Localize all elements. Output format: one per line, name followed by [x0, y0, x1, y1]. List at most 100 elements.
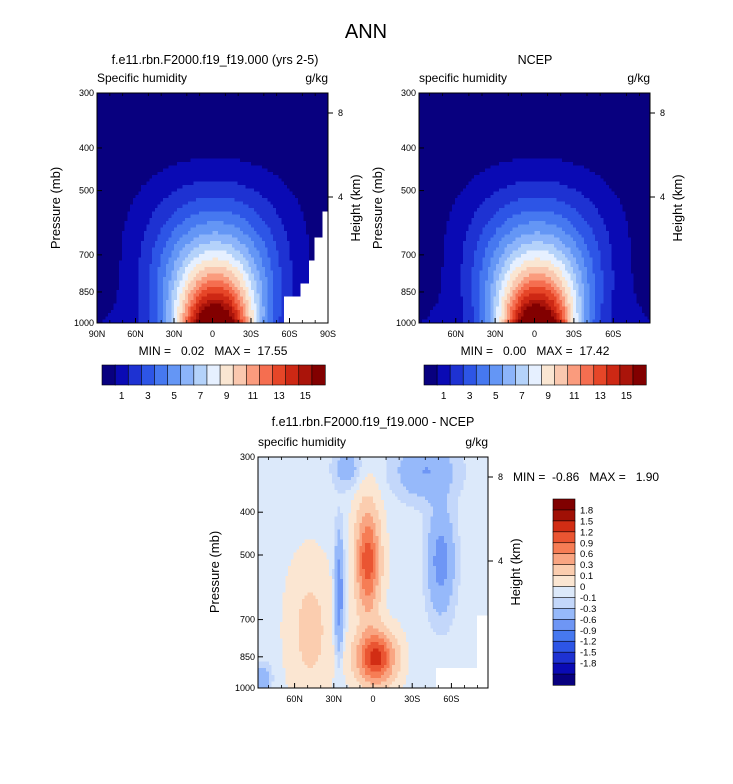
contour-cell	[259, 96, 263, 101]
contour-cell	[215, 132, 219, 137]
contour-cell	[176, 112, 181, 117]
contour-cell	[141, 132, 145, 137]
contour-cell	[251, 96, 255, 101]
contour-cell	[201, 122, 205, 127]
contour-cell	[182, 122, 186, 127]
contour-cell	[256, 116, 260, 120]
contour-cell	[135, 129, 139, 134]
contour-cell	[275, 102, 280, 107]
contour-cell	[319, 129, 324, 134]
contour-cell	[226, 135, 230, 140]
contour-cell	[97, 116, 101, 120]
contour-cell	[262, 145, 266, 150]
contour-cell	[242, 142, 247, 147]
contour-cell	[165, 112, 170, 117]
contour-cell	[319, 96, 324, 101]
contour-cell	[242, 116, 247, 120]
contour-cell	[154, 122, 159, 127]
contour-cell	[198, 142, 203, 147]
contour-cell	[212, 116, 216, 120]
contour-cell	[234, 116, 238, 120]
contour-cell	[317, 99, 321, 104]
contour-cell	[297, 142, 302, 147]
contour-cell	[196, 116, 200, 120]
contour-cell	[149, 125, 153, 130]
contour-cell	[292, 129, 296, 134]
contour-cell	[240, 109, 244, 114]
contour-cell	[295, 99, 299, 104]
contour-cell	[176, 125, 181, 130]
contour-cell	[240, 122, 244, 127]
contour-cell	[303, 112, 307, 117]
contour-cell	[215, 122, 219, 127]
contour-cell	[231, 96, 236, 101]
contour-cell	[325, 129, 329, 134]
contour-cell	[190, 116, 194, 120]
contour-cell	[176, 129, 181, 134]
contour-cell	[215, 106, 219, 111]
contour-cell	[171, 112, 175, 117]
contour-cell	[163, 93, 167, 97]
contour-cell	[160, 132, 164, 137]
contour-cell	[198, 135, 203, 140]
contour-cell	[116, 129, 120, 134]
contour-cell	[284, 109, 288, 114]
contour-cell	[306, 129, 310, 134]
contour-cell	[270, 109, 274, 114]
contour-cell	[113, 106, 117, 111]
contour-cell	[322, 135, 326, 140]
contour-cell	[308, 132, 313, 137]
contour-cell	[226, 119, 230, 124]
contour-cell	[141, 135, 145, 140]
contour-cell	[262, 112, 266, 117]
contour-cell	[229, 135, 233, 140]
contour-cell	[201, 132, 205, 137]
contour-cell	[300, 145, 304, 150]
contour-cell	[179, 135, 183, 140]
contour-cell	[187, 106, 192, 111]
contour-cell	[306, 139, 310, 143]
contour-cell	[130, 106, 134, 111]
contour-cell	[168, 122, 172, 127]
contour-cell	[295, 119, 299, 124]
contour-cell	[311, 112, 315, 117]
contour-cell	[284, 135, 288, 140]
contour-cell	[300, 119, 304, 124]
contour-cell	[198, 106, 203, 111]
contour-cell	[171, 102, 175, 107]
contour-cell	[325, 96, 329, 101]
contour-cell	[273, 93, 277, 97]
contour-cell	[121, 99, 126, 104]
contour-cell	[102, 142, 106, 147]
contour-cell	[218, 102, 222, 107]
contour-cell	[124, 109, 128, 114]
contour-cell	[99, 116, 104, 120]
contour-cell	[223, 99, 227, 104]
contour-cell	[215, 109, 219, 114]
contour-cell	[113, 96, 117, 101]
contour-cell	[259, 129, 263, 134]
contour-cell	[220, 122, 225, 127]
contour-cell	[108, 106, 112, 111]
contour-cell	[187, 99, 192, 104]
contour-cell	[292, 132, 296, 137]
contour-cell	[259, 139, 263, 143]
contour-cell	[212, 119, 216, 124]
contour-cell	[154, 129, 159, 134]
contour-cell	[102, 99, 106, 104]
contour-cell	[259, 122, 263, 127]
contour-cell	[116, 93, 120, 97]
contour-cell	[174, 145, 178, 150]
contour-cell	[130, 122, 134, 127]
contour-cell	[325, 102, 329, 107]
contour-cell	[292, 99, 296, 104]
contour-cell	[264, 109, 269, 114]
contour-cell	[295, 112, 299, 117]
contour-cell	[141, 96, 145, 101]
contour-cell	[289, 142, 293, 147]
contour-cell	[143, 119, 148, 124]
contour-cell	[190, 122, 194, 127]
contour-cell	[237, 106, 241, 111]
contour-cell	[132, 112, 137, 117]
contour-cell	[226, 96, 230, 101]
